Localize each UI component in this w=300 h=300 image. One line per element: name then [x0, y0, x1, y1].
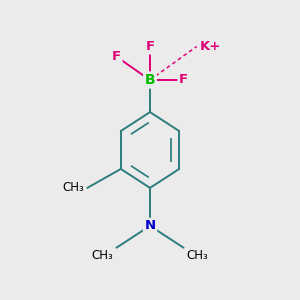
- Text: F: F: [179, 74, 188, 86]
- Text: F: F: [146, 40, 154, 53]
- Text: CH₃: CH₃: [63, 182, 84, 194]
- Text: F: F: [112, 50, 121, 63]
- Text: K+: K+: [200, 40, 221, 53]
- Text: CH₃: CH₃: [187, 249, 208, 262]
- Text: N: N: [144, 219, 156, 232]
- Text: B: B: [145, 73, 155, 87]
- Text: CH₃: CH₃: [92, 249, 113, 262]
